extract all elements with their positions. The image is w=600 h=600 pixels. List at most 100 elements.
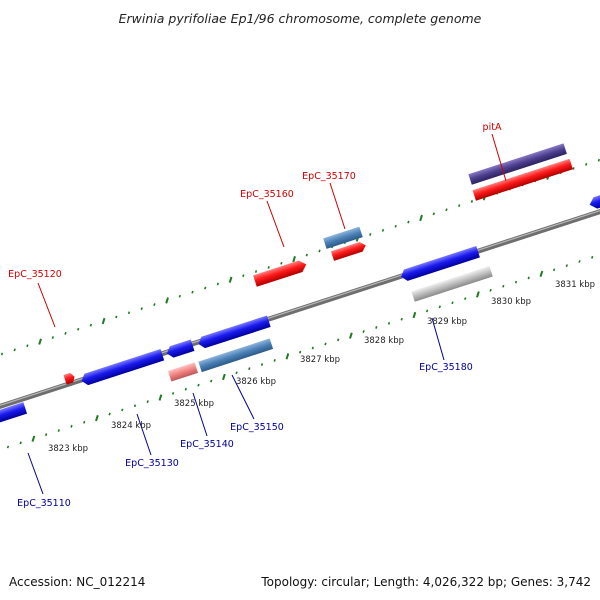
outer-row-minor-tick — [140, 307, 143, 311]
leader-epc-35150 — [231, 374, 255, 420]
outer-row-major-tick — [419, 214, 423, 222]
gene-epc-35150-rna[interactable] — [198, 338, 274, 373]
inner-row-minor-tick — [337, 338, 340, 342]
label-epc-35130: EpC_35130 — [125, 458, 179, 469]
inner-row-minor-tick — [514, 280, 518, 284]
outer-row-minor-tick — [178, 294, 181, 298]
outer-row-minor-tick — [191, 290, 194, 294]
inner-row-minor-tick — [6, 445, 10, 449]
inner-row-major-tick — [476, 291, 480, 298]
outer-row-minor-tick — [597, 158, 600, 162]
gene-edge-right[interactable] — [588, 191, 600, 211]
inner-row-major-tick — [412, 311, 417, 319]
outer-row-major-tick — [38, 338, 42, 345]
inner-row-minor-tick — [70, 424, 73, 428]
inner-row-major-tick — [31, 435, 36, 442]
accession-text: Accession: NC_012214 — [9, 575, 145, 589]
gene-epc-35140-cds[interactable] — [165, 339, 195, 359]
outer-row-minor-tick — [13, 348, 16, 352]
outer-row-minor-tick — [26, 344, 29, 348]
inner-row-minor-tick — [197, 383, 200, 387]
outer-row-minor-tick — [572, 167, 575, 170]
label-pita: pitA — [483, 122, 502, 133]
gene-epc-35150-cds[interactable] — [197, 315, 271, 349]
outer-row-minor-tick — [89, 323, 93, 327]
outer-row-minor-tick — [216, 282, 220, 286]
leader-epc-35110 — [27, 452, 44, 495]
gene-pita-cds[interactable] — [472, 158, 573, 201]
label-epc-35110: EpC_35110 — [17, 498, 71, 509]
gene-epc-35180-feature[interactable] — [411, 266, 493, 302]
scale-label-3829: 3829 kbp — [427, 317, 467, 327]
inner-row-minor-tick — [133, 404, 137, 408]
inner-row-minor-tick — [260, 363, 264, 366]
leader-lines — [27, 133, 507, 495]
outer-row-minor-tick — [470, 200, 474, 203]
inner-row-minor-tick — [502, 284, 505, 288]
inner-row-minor-tick — [375, 326, 378, 329]
inner-row-major-tick — [349, 332, 353, 339]
inner-row-minor-tick — [451, 301, 454, 305]
gene-epc-35180-cds[interactable] — [399, 245, 480, 282]
inner-row-minor-tick — [171, 392, 175, 395]
inner-tick-row — [6, 255, 594, 449]
leader-epc-35180 — [431, 317, 445, 361]
outer-row-minor-tick — [51, 336, 54, 339]
gene-epc-35170-cds[interactable] — [330, 241, 367, 261]
gene-epc-35160[interactable] — [253, 259, 308, 287]
inner-row-major-tick — [222, 373, 226, 381]
gene-epc-35110[interactable] — [0, 402, 28, 425]
scale-label-3828: 3828 kbp — [364, 336, 404, 346]
inner-row-minor-tick — [83, 420, 86, 424]
inner-row-minor-tick — [489, 288, 492, 292]
gene-epc-35170-rna[interactable] — [323, 226, 363, 249]
summary-text: Topology: circular; Length: 4,026,322 bp… — [260, 575, 591, 589]
outer-row-minor-tick — [445, 208, 448, 212]
outer-row-minor-tick — [394, 224, 397, 228]
gene-pita-feature[interactable] — [468, 143, 567, 185]
outer-row-minor-tick — [432, 212, 435, 216]
outer-row-minor-tick — [0, 352, 4, 356]
inner-row-minor-tick — [248, 367, 251, 371]
outer-row-major-tick — [165, 297, 169, 304]
outer-row-major-tick — [292, 255, 296, 263]
outer-row-minor-tick — [64, 331, 67, 335]
outer-row-minor-tick — [458, 204, 461, 207]
inner-row-minor-tick — [298, 350, 302, 354]
leader-epc-35140 — [192, 392, 208, 437]
label-epc-35170: EpC_35170 — [302, 171, 356, 182]
leader-pita — [491, 133, 507, 182]
label-epc-35150: EpC_35150 — [230, 422, 284, 433]
outer-row-minor-tick — [369, 233, 372, 236]
inner-row-minor-tick — [311, 346, 314, 350]
inner-row-minor-tick — [57, 429, 60, 432]
inner-row-major-tick — [539, 270, 544, 278]
inner-row-minor-tick — [146, 400, 149, 404]
scale-label-3831: 3831 kbp — [555, 280, 595, 290]
inner-row-minor-tick — [552, 268, 556, 272]
inner-row-major-tick — [285, 353, 290, 360]
scale-label-3824: 3824 kbp — [111, 421, 151, 431]
inner-row-minor-tick — [591, 255, 594, 259]
outer-row-minor-tick — [254, 270, 258, 273]
gene-epc-35130[interactable] — [80, 348, 165, 387]
scale-label-3830: 3830 kbp — [491, 297, 531, 307]
inner-row-minor-tick — [121, 408, 124, 412]
outer-tick-row — [0, 158, 600, 356]
outer-row-minor-tick — [280, 261, 283, 265]
leader-epc-35130 — [136, 413, 152, 456]
gene-epc-35140-pseudo[interactable] — [167, 362, 199, 382]
leader-epc-35120 — [37, 282, 56, 328]
inner-row-major-tick — [95, 414, 99, 422]
outer-row-minor-tick — [127, 311, 131, 315]
inner-row-minor-tick — [273, 359, 276, 362]
map-title: Erwinia pyrifoliae Ep1/96 chromosome, co… — [119, 11, 482, 26]
gene-epc-35120[interactable] — [63, 372, 76, 385]
scale-label-3826: 3826 kbp — [236, 377, 276, 387]
outer-row-minor-tick — [242, 274, 245, 278]
inner-row-minor-tick — [565, 264, 568, 268]
label-epc-35120: EpC_35120 — [8, 269, 62, 280]
inner-row-minor-tick — [400, 317, 403, 321]
outer-row-major-tick — [228, 276, 233, 283]
